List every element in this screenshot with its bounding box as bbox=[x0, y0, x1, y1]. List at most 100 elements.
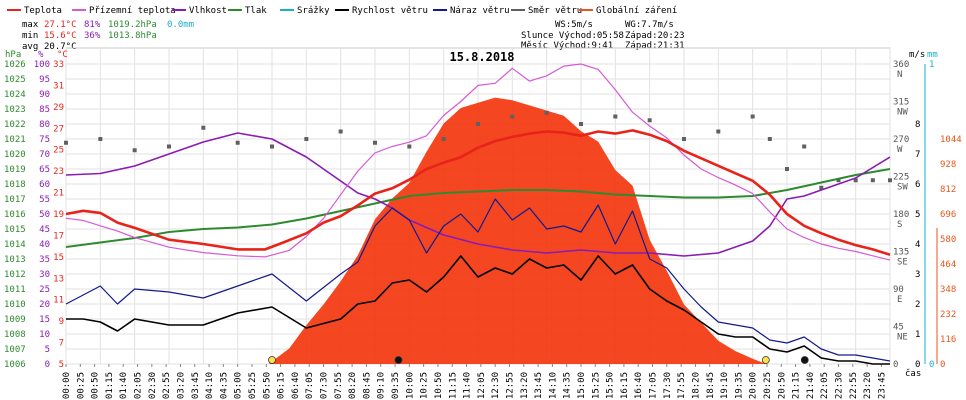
tick-degc: 15 bbox=[53, 253, 64, 263]
x-tick-label: 06:40 bbox=[291, 372, 301, 399]
tick-radiation: 928 bbox=[940, 160, 956, 170]
x-tick-label: 22:55 bbox=[849, 372, 859, 399]
x-tick-label: 19:35 bbox=[734, 372, 744, 399]
tick-percent: 15 bbox=[39, 315, 50, 325]
x-tick-label: 16:40 bbox=[634, 372, 644, 399]
marker-moonrise bbox=[394, 356, 403, 364]
tick-ms: 6 bbox=[915, 180, 920, 190]
tick-radiation: 696 bbox=[940, 210, 956, 220]
tick-degc: 11 bbox=[53, 296, 64, 306]
series-pressure bbox=[65, 168, 891, 248]
stat-sunrise: Slunce Východ:05:58 bbox=[521, 31, 624, 41]
x-tick-label: 17:05 bbox=[649, 372, 659, 399]
x-tick-label: 01:15 bbox=[105, 372, 115, 399]
tick-direction-deg: 225 bbox=[893, 173, 909, 183]
tick-hpa: 1021 bbox=[4, 135, 26, 145]
tick-degc: 27 bbox=[53, 124, 64, 134]
tick-direction-name: E bbox=[897, 295, 902, 305]
tick-direction-name: NW bbox=[897, 108, 908, 118]
series-wind-direction-point bbox=[888, 178, 892, 183]
tick-percent: 65 bbox=[39, 165, 50, 175]
series-wind-direction-point bbox=[407, 144, 412, 149]
legend-label: Teplota bbox=[24, 6, 62, 16]
tick-ms: 0 bbox=[915, 360, 920, 370]
x-tick-label: 00:50 bbox=[91, 372, 101, 399]
series-wind-direction-point bbox=[819, 185, 824, 190]
x-tick-label: 04:10 bbox=[205, 372, 215, 399]
x-tick-label: 12:55 bbox=[505, 372, 515, 399]
stats-panel: max 27.1°C 81% 1019.2hPa 0.0mm min 15.6°C 36% 10… bbox=[22, 20, 685, 52]
stat-sunset: Západ:20:23 bbox=[625, 31, 685, 41]
x-tick-label: 22:30 bbox=[835, 372, 845, 399]
x-tick-label: 11:40 bbox=[463, 372, 473, 399]
series-wind-direction-point bbox=[716, 129, 721, 134]
x-tick-label: 15:00 bbox=[577, 372, 587, 399]
tick-direction-name: SW bbox=[897, 183, 908, 193]
tick-degc: 13 bbox=[53, 274, 64, 284]
series-wind-direction-point bbox=[441, 137, 446, 141]
tick-radiation: 232 bbox=[940, 310, 956, 320]
tick-ms: 3 bbox=[915, 270, 920, 280]
x-tick-label: 14:35 bbox=[563, 372, 573, 399]
tick-percent: 5 bbox=[45, 345, 50, 355]
tick-percent: 85 bbox=[39, 105, 50, 115]
x-tick-label: 08:20 bbox=[348, 372, 358, 399]
stat-moonrise: Měsíc Východ:9:41 bbox=[521, 41, 613, 51]
tick-degc: 31 bbox=[53, 81, 64, 91]
series-wind-direction-point bbox=[201, 125, 206, 130]
marker-sunrise bbox=[268, 356, 276, 364]
tick-direction-deg: 45 bbox=[893, 323, 904, 333]
x-tick-label: 00:25 bbox=[76, 372, 86, 399]
marker-moonset bbox=[800, 356, 809, 364]
tick-direction-deg: 315 bbox=[893, 98, 909, 108]
tick-radiation: 464 bbox=[940, 260, 956, 270]
legend-label: Přízemní teplota bbox=[89, 6, 176, 16]
x-tick-label: 21:15 bbox=[792, 372, 802, 399]
tick-hpa: 1009 bbox=[4, 315, 26, 325]
series-wind-direction-point bbox=[544, 110, 549, 115]
tick-radiation: 0 bbox=[940, 360, 945, 370]
x-tick-label: 16:15 bbox=[620, 372, 630, 399]
x-tick-label: 10:25 bbox=[420, 372, 430, 399]
x-tick-label: 18:45 bbox=[706, 372, 716, 399]
marker-sunset bbox=[761, 356, 770, 364]
stat-rain: 0.0mm bbox=[167, 20, 194, 30]
stat-min-pressure: 1013.8hPa bbox=[108, 31, 157, 41]
x-tick-label: 02:30 bbox=[148, 372, 158, 399]
stat-label: min bbox=[22, 31, 38, 41]
tick-percent: 80 bbox=[39, 120, 50, 130]
x-tick-label: 10:50 bbox=[434, 372, 444, 399]
tick-ms: 4 bbox=[915, 240, 920, 250]
tick-hpa: 1023 bbox=[4, 105, 26, 115]
tick-percent: 40 bbox=[39, 240, 50, 250]
tick-degc: 33 bbox=[53, 60, 64, 70]
x-tick-label: 13:45 bbox=[534, 372, 544, 399]
tick-mm: 1 bbox=[929, 60, 934, 70]
tick-hpa: 1014 bbox=[4, 240, 26, 250]
x-tick-label: 20:00 bbox=[749, 372, 759, 399]
x-tick-label: 21:40 bbox=[806, 372, 816, 399]
tick-ms: 2 bbox=[915, 300, 920, 310]
tick-direction-deg: 90 bbox=[893, 285, 904, 295]
series-wind-direction-point bbox=[98, 137, 103, 141]
series-wind-direction-point bbox=[132, 148, 137, 153]
series-wind-direction-point bbox=[750, 114, 755, 119]
tick-hpa: 1006 bbox=[4, 360, 26, 370]
x-tick-label: 18:20 bbox=[691, 372, 701, 399]
x-tick-label: 17:55 bbox=[677, 372, 687, 399]
tick-hpa: 1008 bbox=[4, 330, 26, 340]
x-tick-label: 23:20 bbox=[863, 372, 873, 399]
stat-label: max bbox=[22, 20, 39, 30]
tick-direction-name: W bbox=[897, 145, 903, 155]
x-tick-label: 15:50 bbox=[606, 372, 616, 399]
legend-label: Rychlost větru bbox=[352, 6, 428, 16]
tick-ms: 8 bbox=[915, 120, 920, 130]
legend-label: Tlak bbox=[245, 6, 267, 16]
tick-percent: 30 bbox=[39, 270, 50, 280]
x-tick-label: 07:30 bbox=[320, 372, 330, 399]
tick-degc: 21 bbox=[53, 189, 64, 199]
series-wind-direction-point bbox=[338, 129, 343, 134]
tick-ms: 7 bbox=[915, 150, 920, 160]
tick-percent: 60 bbox=[39, 180, 50, 190]
x-tick-label: 22:05 bbox=[820, 372, 830, 399]
